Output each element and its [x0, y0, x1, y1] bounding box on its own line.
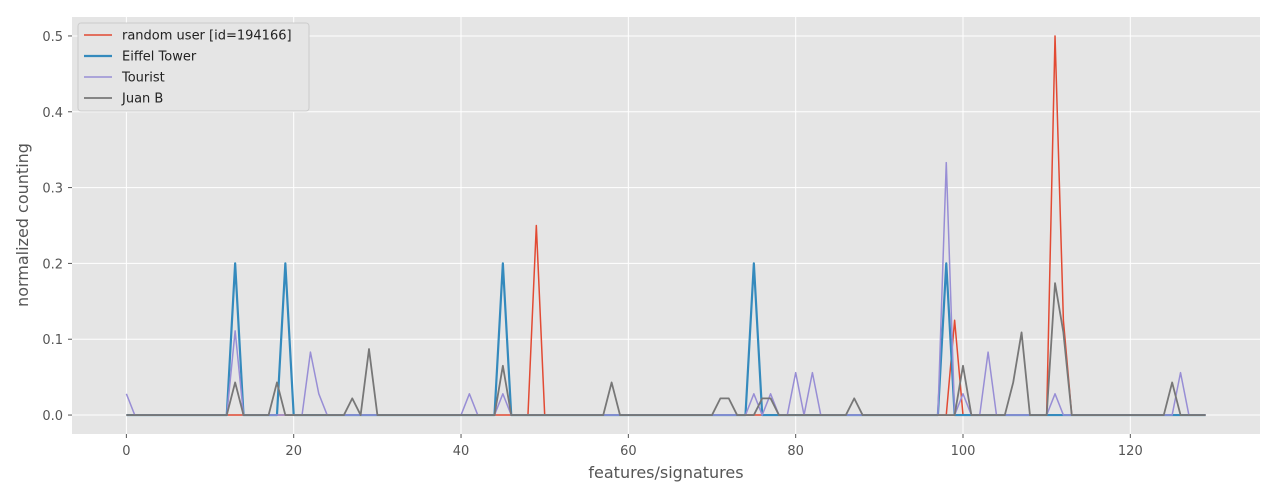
legend-label: Juan B [121, 92, 163, 107]
x-tick-label: 0 [122, 444, 130, 459]
y-tick-label: 0.5 [42, 30, 63, 45]
legend-label: random user [id=194166] [122, 29, 292, 44]
y-tick-label: 0.0 [42, 409, 63, 424]
x-axis-label: features/signatures [588, 463, 743, 482]
series-line-3 [126, 282, 1206, 416]
x-tick-label: 60 [620, 444, 637, 459]
legend: random user [id=194166] Eiffel Tower Touri… [77, 22, 310, 112]
y-axis-label: normalized counting [13, 143, 32, 307]
x-tick-label: 80 [787, 444, 804, 459]
legend-box [77, 22, 310, 112]
legend-label: Tourist [121, 71, 165, 86]
legend-label: Eiffel Tower [122, 50, 197, 65]
y-tick-label: 0.1 [42, 333, 63, 348]
x-tick-label: 20 [285, 444, 302, 459]
y-tick-label: 0.2 [42, 257, 63, 272]
x-tick-label: 100 [951, 444, 976, 459]
axis-ticks: 0 20 40 60 80 100 120 0.0 0.1 0.2 0.3 0.4 0.5 [42, 30, 1142, 459]
x-tick-label: 120 [1118, 444, 1143, 459]
x-tick-label: 40 [453, 444, 470, 459]
y-tick-label: 0.4 [42, 106, 63, 121]
series-lines [125, 35, 1206, 417]
y-tick-label: 0.3 [42, 182, 63, 197]
